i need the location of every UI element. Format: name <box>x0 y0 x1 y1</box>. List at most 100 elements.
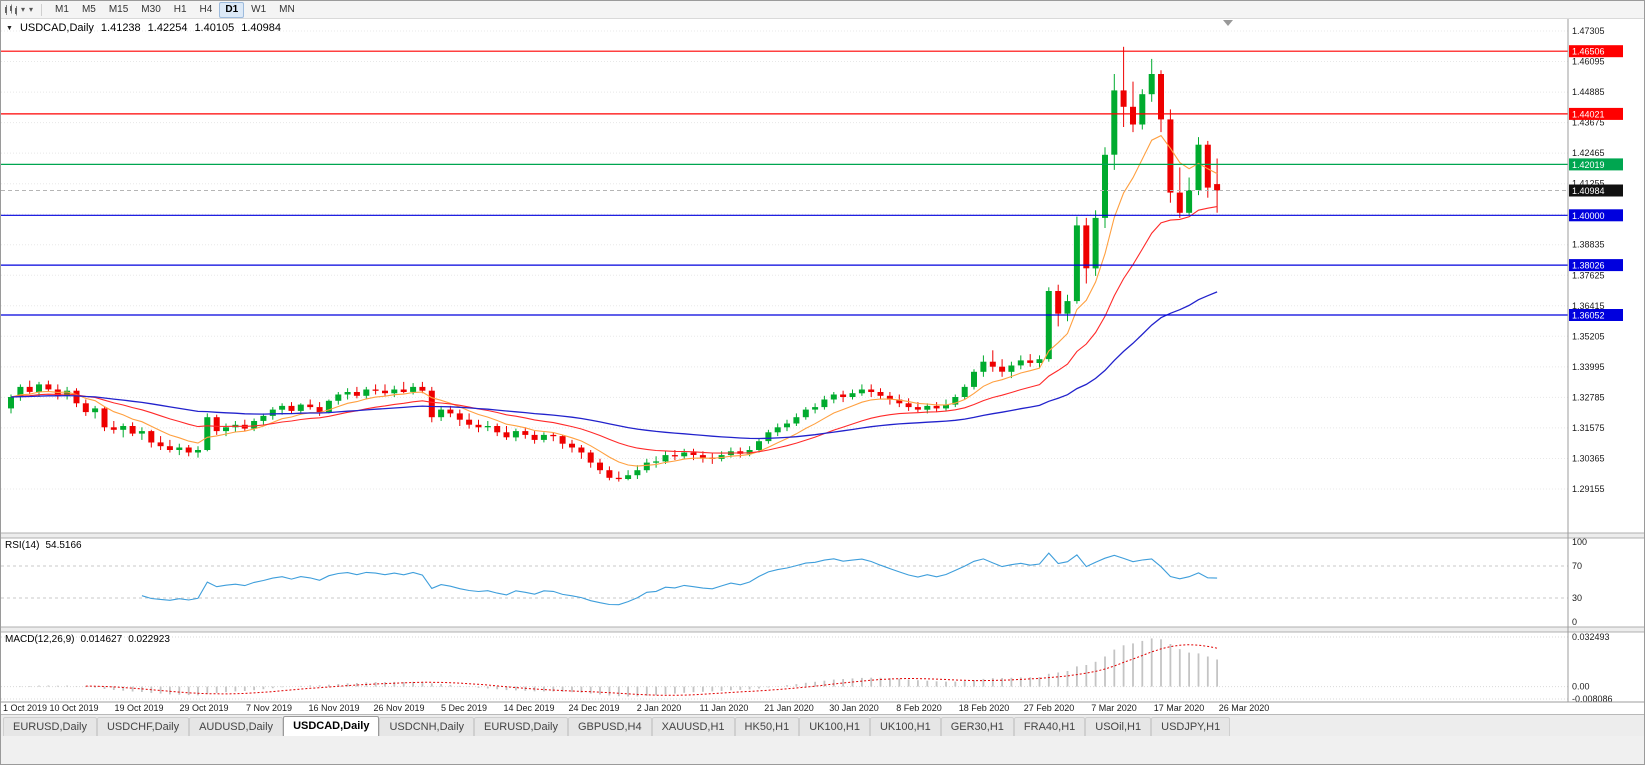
svg-text:0.00: 0.00 <box>1572 682 1590 692</box>
chart-shift-marker <box>1223 20 1233 26</box>
timeframe-button-h1[interactable]: H1 <box>173 3 187 15</box>
svg-text:1.47305: 1.47305 <box>1572 26 1605 36</box>
svg-text:0: 0 <box>1572 617 1577 627</box>
chart-canvas: 1.47305 1.46095 1.44885 1.43675 1.42465 1.412… <box>1 19 1644 714</box>
svg-text:7 Nov 2019: 7 Nov 2019 <box>246 703 292 713</box>
svg-text:21 Jan 2020: 21 Jan 2020 <box>764 703 814 713</box>
svg-text:1.40984: 1.40984 <box>1572 186 1605 196</box>
chart-tab-audusd-daily[interactable]: AUDUSD,Daily <box>189 717 284 736</box>
price-axis-badges: 1.46506 1.44021 1.42019 1.40000 1.38026 1.360… <box>1569 45 1623 321</box>
toolbar-separator <box>41 3 43 16</box>
svg-text:29 Oct 2019: 29 Oct 2019 <box>179 703 228 713</box>
chart-tab-usdjpy-h1[interactable]: USDJPY,H1 <box>1151 717 1231 736</box>
svg-text:1.35205: 1.35205 <box>1572 331 1605 341</box>
svg-text:1.37625: 1.37625 <box>1572 270 1605 280</box>
macd-histogram <box>19 638 1218 697</box>
svg-text:26 Nov 2019: 26 Nov 2019 <box>373 703 424 713</box>
svg-text:11 Jan 2020: 11 Jan 2020 <box>700 703 749 713</box>
svg-text:1.30365: 1.30365 <box>1572 454 1605 464</box>
svg-text:1.41255: 1.41255 <box>1572 179 1605 189</box>
svg-text:1.46095: 1.46095 <box>1572 57 1605 67</box>
toolbar: ▾ ▾ M1 M5 M15 M30 H1 H4 D1 W1 MN <box>1 1 1644 19</box>
ohlc-low: 1.40105 <box>194 22 235 34</box>
chart-tab-hk50-h1[interactable]: HK50,H1 <box>734 717 800 736</box>
ma-slow-line <box>10 291 1218 440</box>
timeframe-button-m5[interactable]: M5 <box>81 3 96 15</box>
svg-text:19 Oct 2019: 19 Oct 2019 <box>114 703 163 713</box>
svg-text:2 Jan 2020: 2 Jan 2020 <box>637 703 682 713</box>
macd-signal-value: 0.022923 <box>128 634 170 645</box>
timeframe-button-d1[interactable]: D1 <box>219 1 245 18</box>
ma-mid-line <box>10 206 1218 454</box>
rsi-pane-label: RSI(14) 54.5166 <box>5 540 82 551</box>
candlestick-chart-icon[interactable] <box>4 4 18 16</box>
timeframe-buttons: M1 M5 M15 M30 H1 H4 D1 W1 MN <box>49 1 301 18</box>
zoom-dropdown-icon[interactable]: ▾ <box>29 5 34 14</box>
candles-layer <box>8 46 1221 482</box>
svg-text:14 Dec 2019: 14 Dec 2019 <box>503 703 554 713</box>
rsi-indicator-name: RSI(14) <box>5 540 40 551</box>
svg-text:1.42019: 1.42019 <box>1572 160 1605 170</box>
svg-text:1.31575: 1.31575 <box>1572 423 1605 433</box>
rsi-indicator-value: 54.5166 <box>45 540 82 551</box>
svg-text:1.38835: 1.38835 <box>1572 240 1605 250</box>
svg-text:1.32785: 1.32785 <box>1572 392 1605 402</box>
timeframe-button-m1[interactable]: M1 <box>55 3 69 15</box>
svg-text:8 Feb 2020: 8 Feb 2020 <box>896 703 942 713</box>
chart-tab-usdcad-daily[interactable]: USDCAD,Daily <box>283 716 380 736</box>
svg-text:7 Mar 2020: 7 Mar 2020 <box>1091 703 1137 713</box>
timeframe-button-m30[interactable]: M30 <box>141 3 161 15</box>
chart-tab-usdchf-daily[interactable]: USDCHF,Daily <box>96 717 190 736</box>
timeframe-button-w1[interactable]: W1 <box>251 3 267 15</box>
chart-tab-usdcnh-daily[interactable]: USDCNH,Daily <box>379 717 475 736</box>
svg-text:30: 30 <box>1572 593 1582 603</box>
macd-main-value: 0.014627 <box>80 634 123 645</box>
svg-text:1.46506: 1.46506 <box>1572 47 1605 57</box>
macd-pane-label: MACD(12,26,9) 0.014627 0.022923 <box>5 634 170 645</box>
svg-text:1.43675: 1.43675 <box>1572 118 1605 128</box>
chart-tab-eurusd-daily[interactable]: EURUSD,Daily <box>3 717 97 736</box>
chart-tab-uk100-h1[interactable]: UK100,H1 <box>869 717 941 736</box>
svg-text:5 Dec 2019: 5 Dec 2019 <box>441 703 487 713</box>
chart-tab-xauusd-h1[interactable]: XAUUSD,H1 <box>651 717 735 736</box>
chart-title: USDCAD,Daily <box>19 22 94 34</box>
svg-text:30 Jan 2020: 30 Jan 2020 <box>829 703 879 713</box>
chart-tab-usoil-h1[interactable]: USOil,H1 <box>1085 717 1152 736</box>
svg-text:1.44885: 1.44885 <box>1572 87 1605 97</box>
svg-text:-0.008086: -0.008086 <box>1572 694 1613 704</box>
chart-info-line: ▼ USDCAD,Daily 1.41238 1.42254 1.40105 1… <box>6 22 281 34</box>
macd-signal-line <box>85 644 1218 696</box>
ohlc-close: 1.40984 <box>241 22 281 34</box>
svg-text:1.33995: 1.33995 <box>1572 362 1605 372</box>
svg-text:1.36415: 1.36415 <box>1572 301 1605 311</box>
ma-fast-line <box>10 134 1218 467</box>
chart-tab-uk100-h1[interactable]: UK100,H1 <box>799 717 870 736</box>
chart-type-dropdown-icon[interactable]: ▾ <box>21 5 26 14</box>
timeframe-button-h4[interactable]: H4 <box>199 3 213 15</box>
chart-tab-eurusd-daily[interactable]: EURUSD,Daily <box>474 717 568 736</box>
svg-text:1.44021: 1.44021 <box>1572 109 1605 119</box>
svg-text:26 Mar 2020: 26 Mar 2020 <box>1219 703 1270 713</box>
svg-text:0.032493: 0.032493 <box>1572 632 1610 642</box>
collapse-arrow-icon[interactable]: ▼ <box>6 24 13 32</box>
chart-tabs-bar: EURUSD,Daily USDCHF,Daily AUDUSD,Daily USDC… <box>1 714 1644 736</box>
horizontal-level-lines <box>1 50 1568 316</box>
svg-text:1.40000: 1.40000 <box>1572 211 1605 221</box>
ohlc-high: 1.42254 <box>147 22 188 34</box>
chart-tab-ger30-h1[interactable]: GER30,H1 <box>940 717 1014 736</box>
timeframe-button-mn[interactable]: MN <box>279 3 295 15</box>
chart-tab-fra40-h1[interactable]: FRA40,H1 <box>1013 717 1086 736</box>
ohlc-open: 1.41238 <box>100 22 141 34</box>
svg-text:10 Oct 2019: 10 Oct 2019 <box>49 703 98 713</box>
chart-tab-gbpusd-h4[interactable]: GBPUSD,H4 <box>568 717 652 736</box>
macd-indicator-name: MACD(12,26,9) <box>5 634 75 645</box>
svg-text:1.29155: 1.29155 <box>1572 484 1605 494</box>
price-chart-canvas[interactable]: 1.47305 1.46095 1.44885 1.43675 1.42465 1.412… <box>1 19 1644 714</box>
timeframe-button-m15[interactable]: M15 <box>108 3 129 15</box>
svg-text:1.36052: 1.36052 <box>1572 311 1605 321</box>
svg-text:1.42465: 1.42465 <box>1572 148 1605 158</box>
svg-text:70: 70 <box>1572 561 1582 571</box>
svg-text:18 Feb 2020: 18 Feb 2020 <box>959 703 1010 713</box>
svg-text:1.38026: 1.38026 <box>1572 261 1605 271</box>
